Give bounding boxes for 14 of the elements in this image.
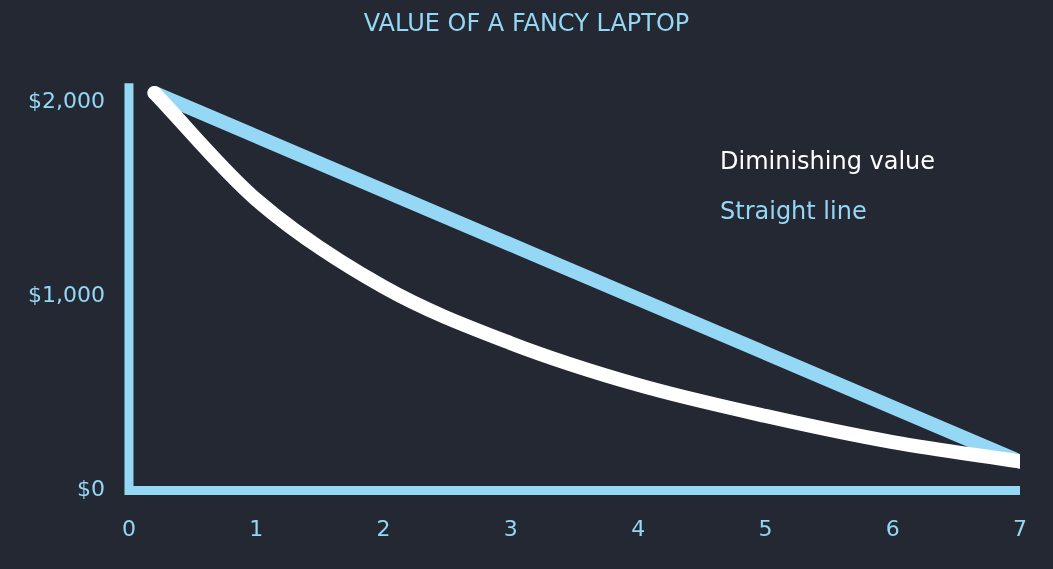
x-tick-label: 7 xyxy=(1013,515,1027,541)
x-tick-label: 2 xyxy=(376,515,391,541)
y-tick-label: $0 xyxy=(76,476,105,502)
text: Diminishing value xyxy=(720,147,936,176)
x-tick-label: 0 xyxy=(121,515,136,541)
y-tick-label: $1,000 xyxy=(27,282,105,308)
x-tick-label: 5 xyxy=(758,515,773,541)
x-tick-label: 1 xyxy=(249,515,264,541)
x-tick-label: 3 xyxy=(503,515,518,541)
y-tick-label: $2,000 xyxy=(27,88,105,114)
x-tick-label: 6 xyxy=(885,515,900,541)
text: Straight line xyxy=(720,197,867,226)
x-tick-label: 4 xyxy=(631,515,646,541)
chart-title: VALUE OF A FANCY LAPTOP xyxy=(362,8,691,39)
